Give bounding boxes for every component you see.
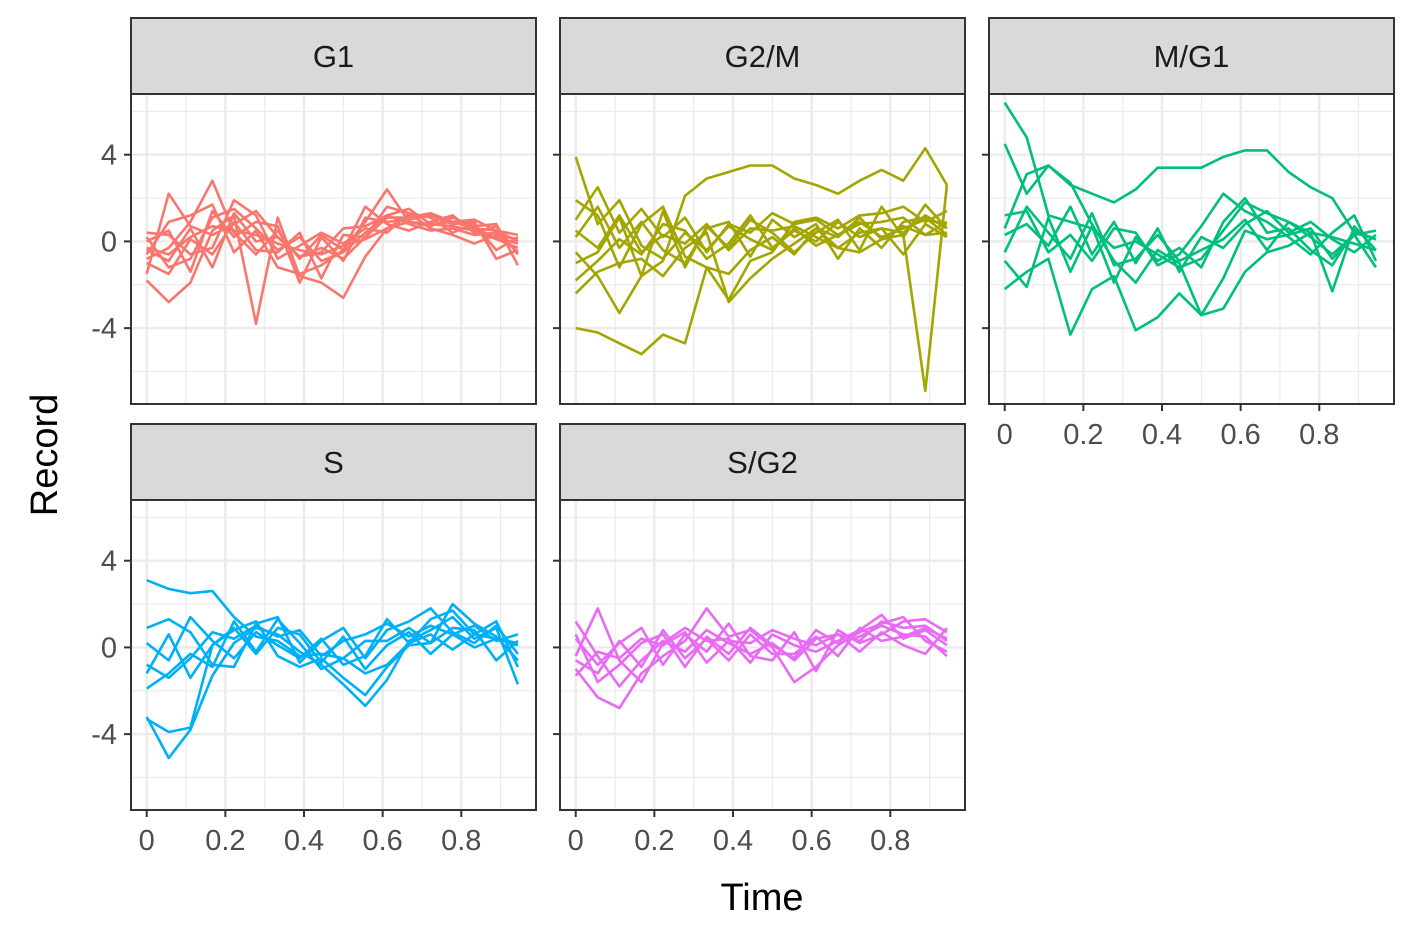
x-tick-label: 0.8 (870, 825, 910, 857)
panel-background (989, 94, 1394, 404)
series-line-7 (146, 205, 519, 280)
series-line-8 (574, 205, 948, 265)
series-line-6 (574, 185, 948, 254)
x-tick-label: 0.4 (1142, 419, 1182, 451)
panel-border (988, 93, 1395, 405)
x-axis-title: Time (720, 877, 803, 919)
y-tick-label: -4 (91, 313, 117, 345)
x-tick-label: 0 (997, 419, 1013, 451)
facet-strip (130, 423, 537, 501)
x-tick-label: 0.4 (284, 825, 324, 857)
x-tick-label: 0.6 (362, 825, 402, 857)
series-line-9 (146, 207, 519, 269)
panel-border (130, 499, 537, 811)
series-line-7 (1003, 205, 1377, 269)
x-tick-label: 0.2 (1063, 419, 1103, 451)
x-tick-label: 0 (568, 825, 584, 857)
series-line-1 (145, 615, 520, 760)
facet-panel-1: G2/M (553, 17, 966, 405)
y-tick-label: 4 (101, 140, 117, 172)
series-line-7 (575, 203, 948, 278)
x-tick-label: 0.4 (713, 825, 753, 857)
series-line-5 (145, 617, 519, 690)
facet-strip (988, 17, 1395, 95)
y-tick-label: 0 (101, 632, 117, 664)
series-line-4 (575, 626, 948, 675)
facet-strip-label: G1 (313, 39, 354, 74)
facet-panel-4: S/G2 0 0.2 0.4 0.6 0.8 (553, 423, 966, 857)
panel-border (559, 93, 966, 405)
x-tick-label: 0.2 (634, 825, 674, 857)
facet-strip-label: G2/M (725, 39, 801, 74)
x-tick-label: 0.2 (205, 825, 245, 857)
series-line-6 (574, 624, 948, 684)
facet-strip-label: S/G2 (727, 445, 798, 480)
y-tick-label: 0 (101, 226, 117, 258)
series-line-2 (574, 607, 948, 710)
panel-background (560, 500, 965, 810)
series-line-4 (1004, 192, 1378, 267)
facet-strip-label: S (323, 445, 344, 480)
panel-border (559, 499, 966, 811)
x-tick-label: 0.6 (1220, 419, 1260, 451)
x-tick-label: 0.6 (791, 825, 831, 857)
series-line-5 (1003, 196, 1377, 289)
facet-panels: G1 -4 0 4 G2/M M/G1 0 0.2 0.4 0.6 0.8 S -4 0 4 0 0.2 0.4 0… (91, 17, 1395, 857)
panel-border (130, 93, 537, 405)
x-tick-label: 0 (139, 825, 155, 857)
x-tick-label: 0.8 (441, 825, 481, 857)
series-line-2 (1003, 224, 1377, 336)
y-tick-label: -4 (91, 719, 117, 751)
series-line-2 (574, 146, 949, 315)
facet-strip (130, 17, 537, 95)
series-line-3 (574, 617, 948, 673)
series-line-1 (1003, 143, 1377, 241)
facet-panel-0: G1 -4 0 4 (91, 17, 537, 405)
series-line-7 (145, 626, 519, 680)
x-tick-label: 0.8 (1299, 419, 1339, 451)
series-line-0 (146, 578, 519, 675)
series-line-5 (146, 198, 519, 261)
series-line-6 (145, 615, 520, 668)
facet-panel-2: M/G1 0 0.2 0.4 0.6 0.8 (982, 17, 1395, 451)
y-tick-label: 4 (101, 546, 117, 578)
facet-strip (559, 17, 966, 95)
facet-strip (559, 423, 966, 501)
y-axis-title: Record (24, 394, 66, 517)
series-line-4 (145, 214, 519, 326)
series-line-3 (1003, 164, 1377, 317)
series-line-9 (574, 214, 948, 282)
facet-panel-3: S -4 0 4 0 0.2 0.4 0.6 0.8 (91, 423, 537, 857)
series-line-5 (574, 216, 948, 304)
facet-strip-label: M/G1 (1154, 39, 1230, 74)
